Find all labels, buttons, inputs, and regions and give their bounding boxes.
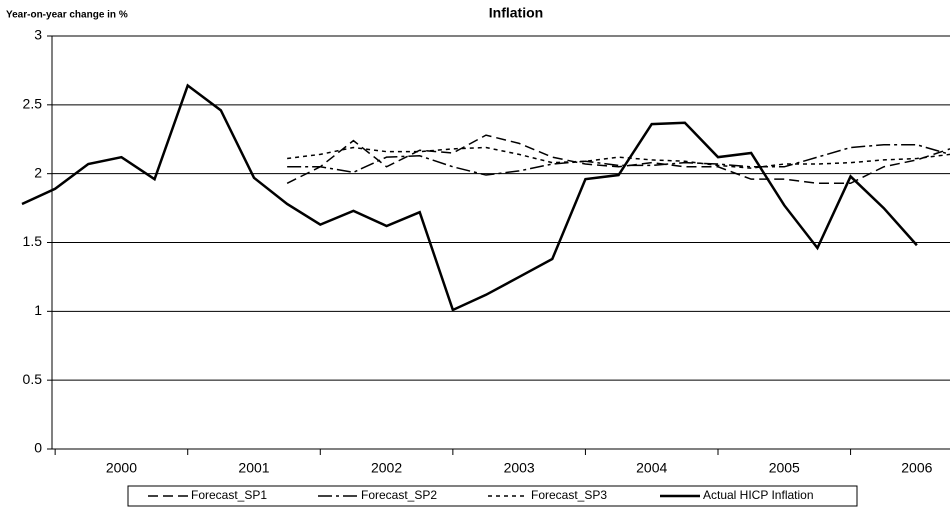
y-tick-label: 1.5 [23,233,43,249]
x-tick-label: 2000 [106,460,137,476]
legend-label: Forecast_SP3 [531,488,607,502]
y-axis-label: Year-on-year change in % [6,10,128,21]
chart-title: Inflation [489,5,543,21]
x-tick-label: 2006 [901,460,932,476]
legend-box [127,485,858,507]
y-tick-label: 0 [34,440,42,456]
series-line [21,83,918,312]
legend-label: Actual HICP Inflation [703,488,814,502]
x-tick-label: 2002 [371,460,402,476]
x-tick-label: 2005 [769,460,800,476]
y-tick-label: 1 [34,302,42,318]
legend-label: Forecast_SP1 [191,488,267,502]
legend-label: Forecast_SP2 [361,488,437,502]
series-line [287,144,950,176]
y-tick-label: 3 [34,27,42,43]
x-tick-label: 2001 [238,460,269,476]
y-tick-label: 2.5 [23,96,43,112]
y-tick-label: 0.5 [23,371,43,387]
x-tick-label: 2003 [504,460,535,476]
y-tick-label: 2 [34,164,42,180]
x-tick-label: 2004 [636,460,667,476]
series-line [286,134,950,185]
